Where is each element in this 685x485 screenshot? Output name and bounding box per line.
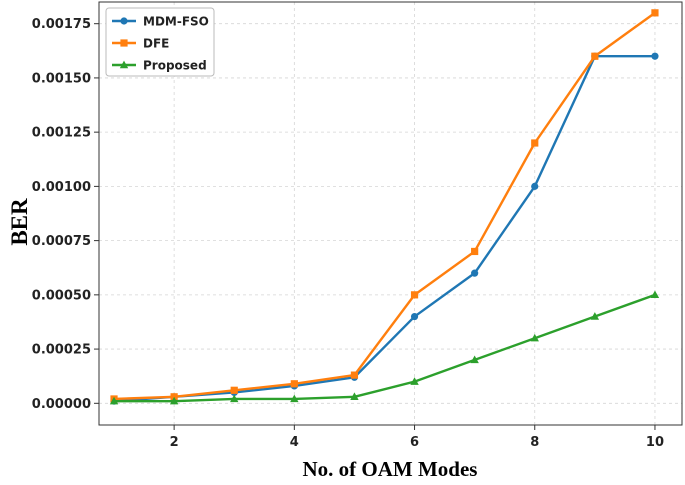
data-point-proposed	[590, 312, 600, 320]
y-tick-label: 0.00075	[32, 234, 91, 249]
legend-marker-proposed	[119, 60, 129, 69]
data-point-dfe	[410, 291, 419, 299]
series-group	[109, 9, 660, 405]
data-point-proposed	[650, 290, 660, 299]
data-point-dfe	[591, 52, 599, 60]
y-tick-label: 0.00150	[32, 71, 91, 86]
data-point-dfe	[350, 371, 359, 379]
series-line-proposed	[114, 293, 656, 403]
legend: MDM-FSO DFE Proposed	[105, 7, 215, 77]
data-point-proposed	[410, 377, 419, 385]
series-line-dfe	[113, 11, 656, 401]
data-point-dfe	[230, 386, 238, 394]
y-tick-label: 0.00025	[32, 343, 91, 358]
data-point-mdm-fso	[471, 269, 479, 277]
data-point-dfe	[471, 247, 479, 256]
data-point-proposed	[290, 394, 299, 403]
data-point-proposed	[530, 333, 539, 342]
y-tick-label: 0.00175	[32, 17, 91, 32]
data-point-mdm-fso	[410, 312, 419, 321]
data-point-proposed	[230, 394, 239, 403]
legend-label-mdm-fso: MDM-FSO	[143, 15, 209, 29]
y-tick-label: 0.00125	[32, 126, 91, 141]
y-axis-title: BER	[7, 198, 32, 246]
data-point-dfe	[531, 139, 539, 147]
y-tick-label: 0.00100	[32, 180, 91, 195]
data-point-mdm-fso	[651, 52, 659, 60]
data-point-proposed	[169, 396, 179, 405]
data-point-proposed	[109, 396, 119, 405]
y-tick-label: 0.00050	[32, 288, 91, 303]
x-tick-label: 4	[290, 435, 299, 450]
data-point-mdm-fso	[531, 182, 539, 190]
legend-entry-proposed: Proposed	[112, 59, 207, 73]
legend-box	[105, 7, 215, 77]
legend-label-proposed: Proposed	[143, 59, 207, 73]
legend-marker-mdm-fso	[120, 17, 128, 25]
x-tick-label: 6	[410, 435, 419, 450]
data-point-proposed	[470, 355, 479, 364]
data-point-proposed	[350, 392, 359, 400]
y-axis-ticks: 0.00000 0.00025 0.00050 0.00075 0.00100 0.001…	[32, 17, 99, 412]
legend-marker-dfe	[120, 39, 128, 47]
x-axis-ticks: 2 4 6 8 10	[170, 425, 664, 450]
x-axis-title: No. of OAM Modes	[303, 457, 478, 481]
data-point-dfe	[290, 380, 298, 388]
series-proposed	[109, 290, 660, 405]
legend-entry-dfe: DFE	[112, 37, 169, 51]
x-tick-label: 8	[530, 435, 539, 450]
legend-label-dfe: DFE	[143, 37, 169, 51]
data-point-dfe	[651, 9, 659, 17]
plot-frame	[98, 1, 683, 426]
legend-entry-mdm-fso: MDM-FSO	[112, 15, 209, 29]
y-tick-label: 0.00000	[32, 397, 91, 412]
x-tick-label: 10	[646, 435, 664, 450]
x-tick-label: 2	[170, 435, 179, 450]
series-mdm-fso	[110, 52, 659, 405]
